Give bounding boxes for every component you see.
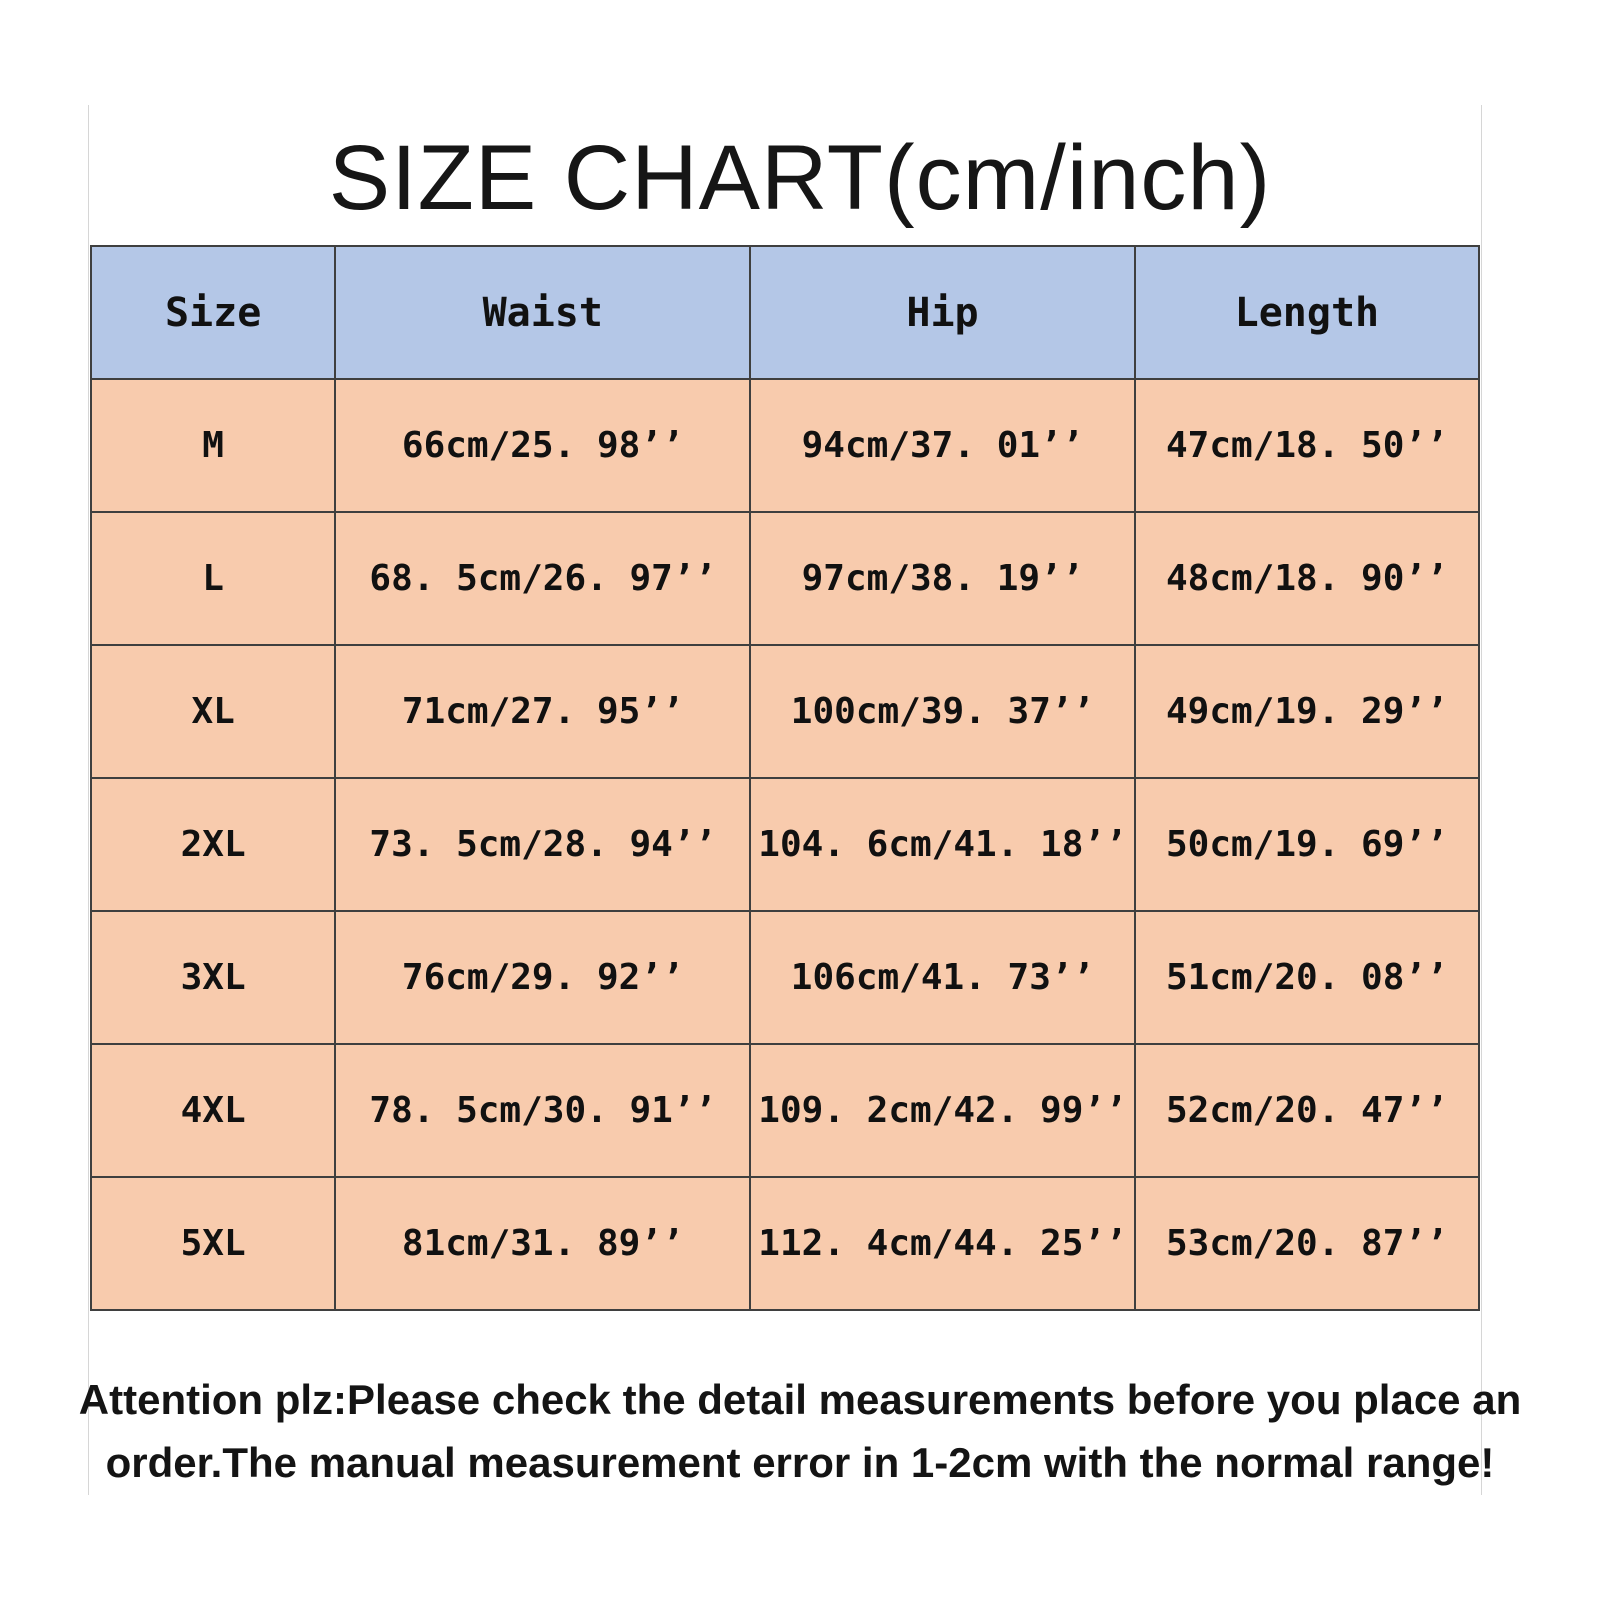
measurement-cell: 112. 4cm/44. 25’’	[749, 1176, 1136, 1311]
measurement-cell: 76cm/29. 92’’	[334, 910, 752, 1045]
measurement-cell: 47cm/18. 50’’	[1133, 378, 1481, 513]
table-row: XL 71cm/27. 95’’ 100cm/39. 37’’ 49cm/19. 29…	[89, 644, 1481, 779]
size-cell: L	[89, 511, 337, 646]
table-body: M 66cm/25. 98’’ 94cm/37. 01’’ 47cm/18. 50’’…	[89, 378, 1481, 1311]
measurement-cell: 106cm/41. 73’’	[749, 910, 1136, 1045]
measurement-cell: 94cm/37. 01’’	[749, 378, 1136, 513]
table-row: 5XL 81cm/31. 89’’ 112. 4cm/44. 25’’ 53cm/20…	[89, 1176, 1481, 1311]
table-row: 3XL 76cm/29. 92’’ 106cm/41. 73’’ 51cm/20. 0…	[89, 910, 1481, 1045]
left-frame-line	[88, 105, 89, 1495]
size-chart-table: Size Waist Hip Length M 66cm/25. 98’’ 94cm…	[89, 245, 1481, 1311]
measurement-cell: 48cm/18. 90’’	[1133, 511, 1481, 646]
measurement-cell: 109. 2cm/42. 99’’	[749, 1043, 1136, 1178]
header-row: Size Waist Hip Length	[89, 245, 1481, 380]
size-cell: M	[89, 378, 337, 513]
size-cell: 4XL	[89, 1043, 337, 1178]
attention-note: Attention plz:Please check the detail me…	[0, 1368, 1600, 1494]
table-row: M 66cm/25. 98’’ 94cm/37. 01’’ 47cm/18. 50’’	[89, 378, 1481, 513]
measurement-cell: 71cm/27. 95’’	[334, 644, 752, 779]
column-header-length: Length	[1133, 245, 1481, 380]
size-cell: XL	[89, 644, 337, 779]
attention-note-line1: Attention plz:Please check the detail me…	[78, 1376, 1522, 1423]
measurement-cell: 66cm/25. 98’’	[334, 378, 752, 513]
measurement-cell: 49cm/19. 29’’	[1133, 644, 1481, 779]
size-cell: 3XL	[89, 910, 337, 1045]
measurement-cell: 50cm/19. 69’’	[1133, 777, 1481, 912]
page-title: SIZE CHART(cm/inch)	[328, 127, 1272, 229]
size-cell: 2XL	[89, 777, 337, 912]
measurement-cell: 52cm/20. 47’’	[1133, 1043, 1481, 1178]
measurement-cell: 68. 5cm/26. 97’’	[334, 511, 752, 646]
measurement-cell: 53cm/20. 87’’	[1133, 1176, 1481, 1311]
measurement-cell: 81cm/31. 89’’	[334, 1176, 752, 1311]
measurement-cell: 51cm/20. 08’’	[1133, 910, 1481, 1045]
measurement-cell: 73. 5cm/28. 94’’	[334, 777, 752, 912]
table-row: 4XL 78. 5cm/30. 91’’ 109. 2cm/42. 99’’ 52cm…	[89, 1043, 1481, 1178]
attention-note-line2: order.The manual measurement error in 1-…	[105, 1439, 1495, 1486]
table-row: 2XL 73. 5cm/28. 94’’ 104. 6cm/41. 18’’ 50cm…	[89, 777, 1481, 912]
measurement-cell: 104. 6cm/41. 18’’	[749, 777, 1136, 912]
right-frame-line	[1481, 105, 1482, 1495]
size-cell: 5XL	[89, 1176, 337, 1311]
column-header-waist: Waist	[334, 245, 752, 380]
measurement-cell: 78. 5cm/30. 91’’	[334, 1043, 752, 1178]
column-header-hip: Hip	[749, 245, 1136, 380]
measurement-cell: 97cm/38. 19’’	[749, 511, 1136, 646]
table-row: L 68. 5cm/26. 97’’ 97cm/38. 19’’ 48cm/18. 9…	[89, 511, 1481, 646]
column-header-size: Size	[89, 245, 337, 380]
measurement-cell: 100cm/39. 37’’	[749, 644, 1136, 779]
